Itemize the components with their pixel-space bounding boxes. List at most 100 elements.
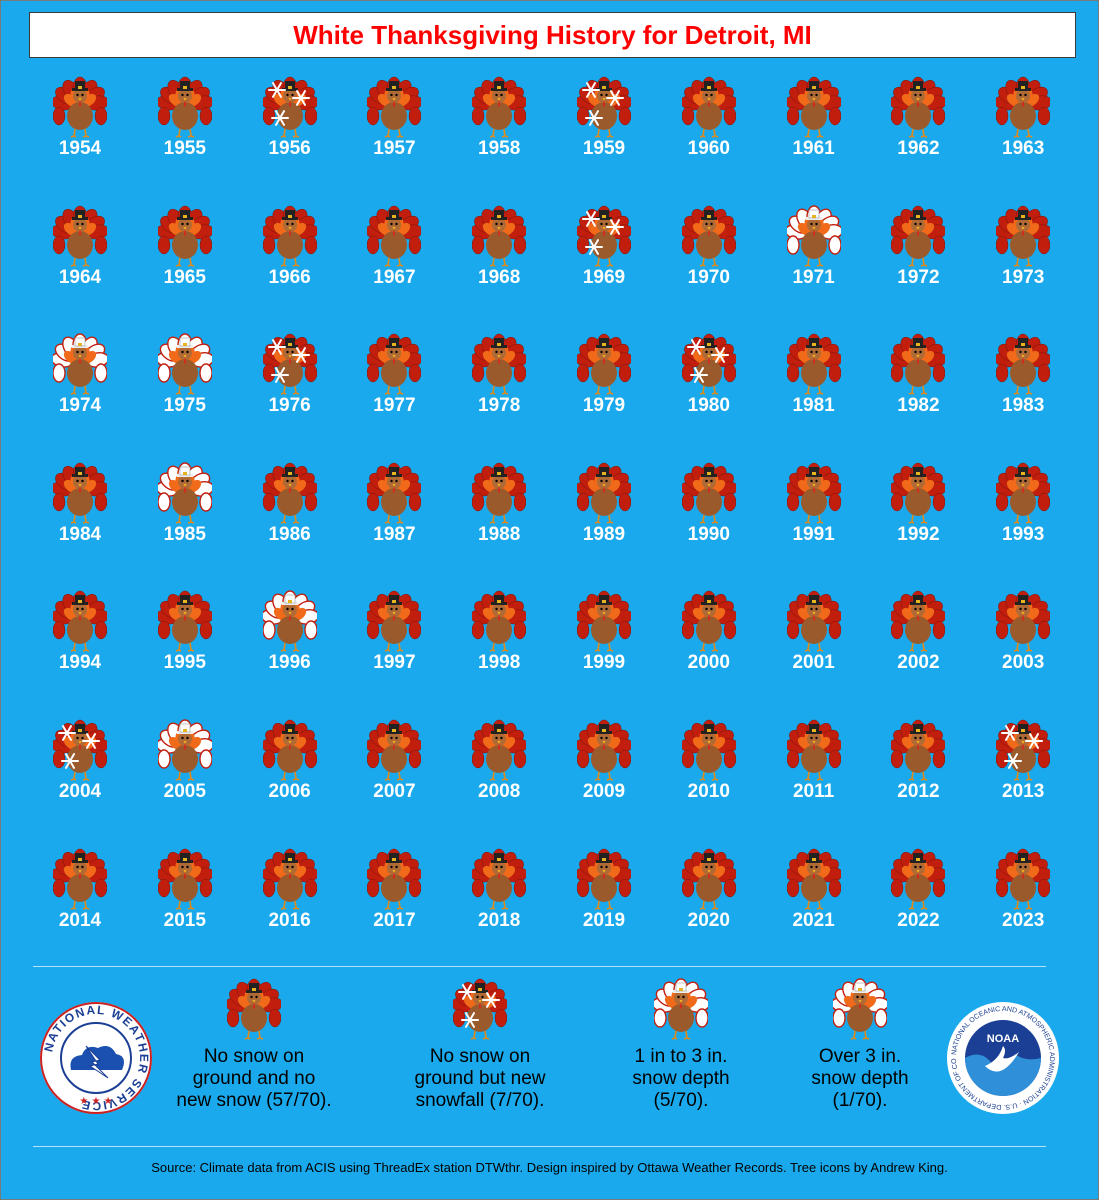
year-label: 2006: [268, 781, 311, 802]
year-label: 2011: [792, 781, 835, 802]
turkey-icon-depth-over-3: [760, 978, 960, 1040]
noaa-logo: NOAA NATIONAL OCEANIC AND ATMOSPHERIC AD…: [945, 1000, 1059, 1114]
year-cell-1985: 1985: [133, 462, 237, 562]
year-cell-1995: 1995: [133, 590, 237, 690]
svg-text:★ ★ ★: ★ ★ ★: [79, 1096, 112, 1107]
year-cell-2005: 2005: [133, 719, 237, 819]
year-label: 1976: [268, 395, 311, 417]
year-cell-1972: 1972: [866, 205, 970, 305]
year-cell-1961: 1961: [762, 76, 866, 176]
divider-bottom: [33, 1146, 1046, 1147]
year-cell-2022: 2022: [866, 848, 970, 948]
year-cell-1996: 1996: [238, 590, 342, 690]
year-cell-1990: 1990: [657, 462, 761, 562]
year-cell-2003: 2003: [971, 590, 1075, 690]
year-cell-1957: 1957: [342, 76, 446, 176]
year-cell-1967: 1967: [342, 205, 446, 305]
year-cell-1991: 1991: [762, 462, 866, 562]
divider-top: [33, 966, 1046, 967]
year-cell-1959: 1959: [552, 76, 656, 176]
year-cell-2012: 2012: [866, 719, 970, 819]
year-label: 2014: [58, 909, 102, 931]
year-cell-2010: 2010: [657, 719, 761, 819]
year-label: 2017: [373, 909, 416, 931]
year-label: 2005: [163, 781, 206, 802]
year-label: 2018: [478, 909, 521, 931]
year-cell-2001: 2001: [762, 590, 866, 690]
year-cell-1987: 1987: [342, 462, 446, 562]
year-cell-1997: 1997: [342, 590, 446, 690]
source-note: Source: Climate data from ACIS using Thr…: [151, 1160, 948, 1175]
turkey-icon-depth-1-3: [581, 978, 781, 1040]
year-label: 2019: [582, 909, 626, 931]
year-cell-2021: 2021: [762, 848, 866, 948]
legend-label: No snow on ground but new snowfall (7/70).: [414, 1046, 546, 1111]
year-label: 1963: [1002, 138, 1045, 159]
year-cell-2016: 2016: [238, 848, 342, 948]
year-label: 1954: [58, 138, 102, 159]
year-label: 2009: [582, 781, 626, 802]
year-label: 2001: [792, 652, 835, 674]
year-label: 1988: [478, 523, 521, 545]
year-label: 1974: [58, 395, 102, 417]
year-cell-1969: 1969: [552, 205, 656, 305]
year-cell-2015: 2015: [133, 848, 237, 948]
year-label: 1962: [897, 138, 940, 159]
year-cell-1977: 1977: [342, 333, 446, 433]
turkey-icon-snowfall: [380, 978, 580, 1040]
year-label: 1975: [163, 395, 206, 417]
year-label: 1993: [1002, 523, 1045, 545]
year-label: 1972: [897, 266, 940, 288]
year-cell-1982: 1982: [866, 333, 970, 433]
year-label: 1959: [582, 138, 626, 159]
year-cell-2014: 2014: [28, 848, 132, 948]
year-cell-1970: 1970: [657, 205, 761, 305]
year-label: 1956: [268, 138, 311, 159]
year-cell-2019: 2019: [552, 848, 656, 948]
year-label: 1969: [582, 266, 626, 288]
year-label: 1991: [792, 523, 835, 545]
year-cell-2018: 2018: [447, 848, 551, 948]
year-cell-1966: 1966: [238, 205, 342, 305]
year-cell-1992: 1992: [866, 462, 970, 562]
year-label: 1986: [268, 523, 311, 545]
year-label: 2016: [268, 909, 311, 931]
turkey-icon-none: [154, 978, 354, 1040]
year-label: 1997: [373, 652, 416, 674]
year-label: 2007: [373, 781, 416, 802]
year-cell-1994: 1994: [28, 590, 132, 690]
year-cell-1984: 1984: [28, 462, 132, 562]
year-cell-1965: 1965: [133, 205, 237, 305]
year-label: 1990: [687, 523, 730, 545]
year-label: 1982: [897, 395, 940, 417]
year-cell-1989: 1989: [552, 462, 656, 562]
year-label: 1984: [58, 523, 102, 545]
year-grid: 1954 1955 1956 1957 1958 1959 1960 1961 1962 1963…: [28, 76, 1075, 948]
year-label: 1955: [163, 138, 206, 159]
year-cell-2020: 2020: [657, 848, 761, 948]
legend-item-snowfall: No snow on ground but new snowfall (7/70).: [380, 978, 580, 1112]
year-cell-2008: 2008: [447, 719, 551, 819]
year-label: 1965: [163, 266, 206, 288]
year-label: 2013: [1002, 781, 1045, 802]
year-label: 1996: [268, 652, 311, 674]
year-cell-1973: 1973: [971, 205, 1075, 305]
year-label: 1964: [58, 266, 102, 288]
year-cell-2023: 2023: [971, 848, 1075, 948]
chart-title: White Thanksgiving History for Detroit, …: [293, 19, 812, 50]
year-cell-2004: 2004: [28, 719, 132, 819]
year-label: 1999: [582, 652, 626, 674]
year-label: 1957: [373, 138, 416, 159]
year-label: 1989: [582, 523, 626, 545]
year-cell-2013: 2013: [971, 719, 1075, 819]
year-cell-1958: 1958: [447, 76, 551, 176]
year-cell-2007: 2007: [342, 719, 446, 819]
year-cell-2002: 2002: [866, 590, 970, 690]
legend-label: 1 in to 3 in. snow depth (5/70).: [632, 1046, 730, 1111]
year-label: 2004: [58, 781, 102, 802]
year-cell-1999: 1999: [552, 590, 656, 690]
year-label: 1980: [687, 395, 730, 417]
year-cell-1954: 1954: [28, 76, 132, 176]
year-label: 2010: [687, 781, 730, 802]
year-label: 1966: [268, 266, 311, 288]
